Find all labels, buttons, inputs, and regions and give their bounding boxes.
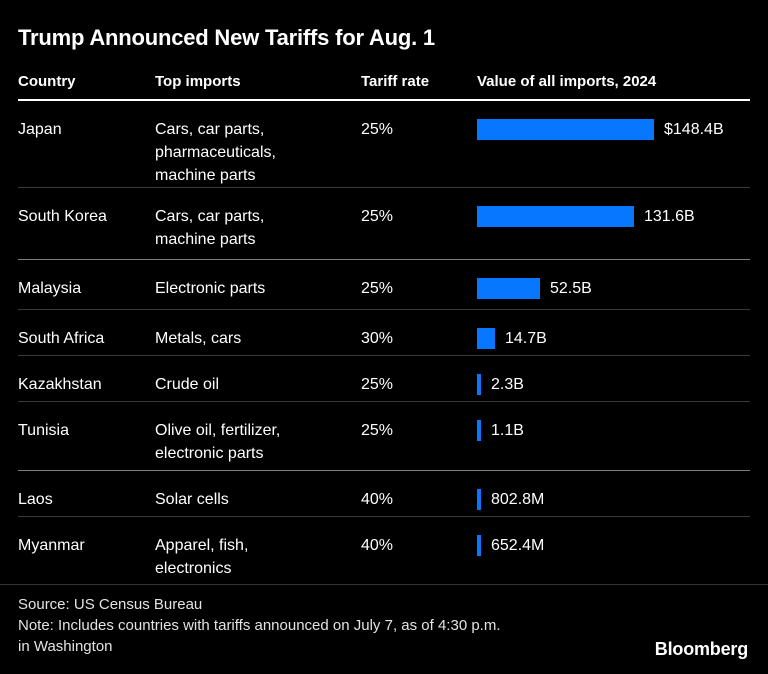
value-bar	[477, 119, 654, 140]
imports-cell: Crude oil	[155, 376, 220, 393]
tariff-cell: 25%	[361, 208, 394, 225]
bar-group: 131.6B	[477, 205, 750, 228]
column-header-tariff-rate: Tariff rate	[361, 73, 430, 90]
value-label: 802.8M	[491, 491, 545, 508]
value-label: 131.6B	[644, 208, 695, 225]
imports-cell: Apparel, fish, electronics	[155, 537, 249, 577]
bar-group: 802.8M	[477, 488, 750, 511]
table-row-tunisia: Tunisia Olive oil, fertilizer, electroni…	[18, 402, 750, 471]
bar-group: 652.4M	[477, 534, 750, 557]
table-row-myanmar: Myanmar Apparel, fish, electronics 40% 6…	[18, 517, 750, 584]
bar-group: 52.5B	[477, 277, 750, 300]
tariff-cell: 40%	[361, 491, 394, 508]
table-row-south-africa: South Africa Metals, cars 30% 14.7B	[18, 310, 750, 356]
bar-group: 2.3B	[477, 373, 750, 396]
country-cell: Malaysia	[18, 280, 82, 297]
column-header-value: Value of all imports, 2024	[477, 73, 657, 90]
tariff-cell: 25%	[361, 121, 394, 138]
value-bar	[477, 489, 481, 510]
table-header-row: Country Top imports Tariff rate Value of…	[18, 73, 750, 101]
tariff-cell: 30%	[361, 330, 394, 347]
footnote-line2: in Washington	[18, 638, 113, 655]
tariff-cell: 40%	[361, 537, 394, 554]
imports-cell: Cars, car parts, machine parts	[155, 208, 265, 248]
imports-cell: Olive oil, fertilizer, electronic parts	[155, 422, 281, 462]
country-cell: Japan	[18, 121, 62, 138]
value-bar	[477, 328, 495, 349]
value-label: $148.4B	[664, 121, 724, 138]
value-bar	[477, 206, 634, 227]
value-label: 652.4M	[491, 537, 545, 554]
value-bar	[477, 278, 540, 299]
imports-cell: Cars, car parts, pharmaceuticals, machin…	[155, 121, 276, 184]
bloomberg-logo: Bloomberg	[654, 639, 748, 659]
value-bar	[477, 374, 481, 395]
tariff-cell: 25%	[361, 280, 394, 297]
imports-cell: Electronic parts	[155, 280, 266, 297]
column-header-country: Country	[18, 73, 76, 90]
table-row-japan: Japan Cars, car parts, pharmaceuticals, …	[18, 101, 750, 188]
source-note: Source: US Census Bureau	[18, 596, 203, 613]
table-row-malaysia: Malaysia Electronic parts 25% 52.5B	[18, 260, 750, 310]
chart-title: Trump Announced New Tariffs for Aug. 1	[18, 25, 435, 50]
value-bar	[477, 420, 481, 441]
table-row-south-korea: South Korea Cars, car parts, machine par…	[18, 188, 750, 260]
bar-group: $148.4B	[477, 118, 750, 141]
value-label: 52.5B	[550, 280, 592, 297]
country-cell: South Africa	[18, 330, 105, 347]
country-cell: Tunisia	[18, 422, 69, 439]
country-cell: Myanmar	[18, 537, 85, 554]
footnote-line1: Note: Includes countries with tariffs an…	[18, 617, 501, 634]
tariff-cell: 25%	[361, 376, 394, 393]
country-cell: Laos	[18, 491, 53, 508]
column-header-top-imports: Top imports	[155, 73, 241, 90]
bar-group: 14.7B	[477, 327, 750, 350]
imports-cell: Metals, cars	[155, 330, 242, 347]
value-bar	[477, 535, 481, 556]
value-label: 14.7B	[505, 330, 547, 347]
value-label: 2.3B	[491, 376, 524, 393]
tariff-cell: 25%	[361, 422, 394, 439]
country-cell: Kazakhstan	[18, 376, 102, 393]
country-cell: South Korea	[18, 208, 107, 225]
table-row-laos: Laos Solar cells 40% 802.8M	[18, 471, 750, 517]
table-row-kazakhstan: Kazakhstan Crude oil 25% 2.3B	[18, 356, 750, 402]
value-label: 1.1B	[491, 422, 524, 439]
imports-cell: Solar cells	[155, 491, 229, 508]
footer: Source: US Census Bureau Note: Includes …	[0, 584, 768, 657]
bar-group: 1.1B	[477, 419, 750, 442]
